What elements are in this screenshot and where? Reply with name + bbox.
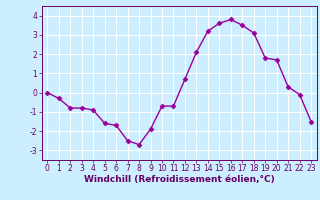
X-axis label: Windchill (Refroidissement éolien,°C): Windchill (Refroidissement éolien,°C) [84, 175, 275, 184]
